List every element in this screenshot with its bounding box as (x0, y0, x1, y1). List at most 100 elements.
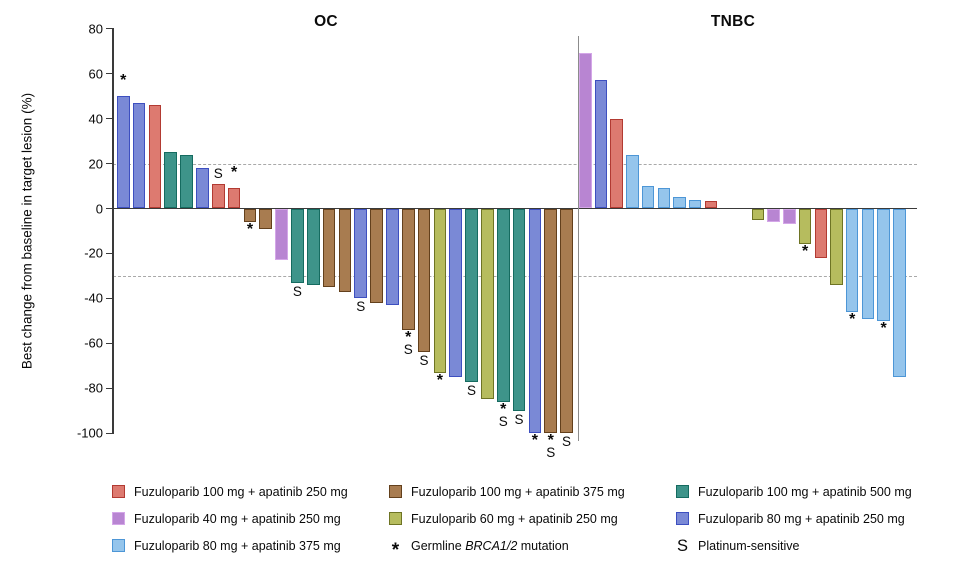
bar-oc-3 (148, 105, 162, 209)
zero-line (113, 207, 917, 210)
legend-swatch-purple (112, 512, 125, 525)
bar-oc-26 (512, 208, 526, 411)
bar-oc-29 (560, 208, 573, 434)
bar-oc-5 (180, 154, 193, 209)
bar-oc-1 (117, 96, 130, 209)
legend-label: Fuzuloparib 40 mg + apatinib 250 mg (134, 511, 341, 526)
bar-marker: * (880, 320, 886, 336)
bar-marker: S (562, 435, 571, 449)
brca-marker: * (801, 243, 809, 261)
legend-label: Platinum-sensitive (698, 538, 800, 553)
bar-oc-16 (354, 208, 368, 299)
bar-tnbc-18 (845, 208, 859, 312)
brca-marker: * (230, 164, 238, 182)
bar-oc-10 (259, 208, 273, 229)
bar-tnbc-4 (626, 154, 639, 209)
tick--80 (106, 387, 112, 389)
tick-60 (106, 72, 112, 75)
legend-item: S Platinum-sensitive (676, 532, 912, 559)
legend-column-3: Fuzuloparib 100 mg + apatinib 500 mg Fuzu… (676, 478, 912, 559)
bar-tnbc-1 (579, 53, 592, 209)
panel-title-tnbc: TNBC (710, 13, 756, 30)
platinum-marker: S (498, 413, 508, 429)
bar-tnbc-2 (594, 80, 608, 209)
brca-marker: * (547, 432, 554, 450)
y-axis-line (112, 28, 114, 434)
bar-oc-4 (164, 152, 178, 209)
bar-tnbc-19 (861, 208, 875, 319)
bar-oc-27 (528, 208, 542, 434)
bar-oc-8 (227, 188, 241, 209)
legend-item: * Germline BRCA1/2 mutation (389, 532, 625, 561)
brca-marker: * (120, 72, 127, 90)
bar-marker: * (230, 164, 238, 182)
legend-item: Fuzuloparib 80 mg + apatinib 375 mg (112, 532, 348, 559)
platinum-marker: S (403, 341, 413, 357)
bar-oc-7 (211, 183, 225, 209)
bar-tnbc-5 (641, 186, 655, 209)
tick--100 (106, 432, 112, 434)
bar-oc-19 (401, 208, 415, 330)
bar-tnbc-14 (783, 208, 796, 225)
legend-item: Fuzuloparib 100 mg + apatinib 250 mg (112, 478, 348, 505)
bar-oc-17 (370, 208, 383, 303)
legend-label: Germline BRCA1/2 mutation (411, 538, 569, 553)
legend-swatch-teal (676, 485, 689, 498)
bar-oc-2 (132, 102, 146, 209)
tick-label--20: -20 (84, 245, 103, 261)
platinum-marker: S (356, 299, 366, 315)
tick-label--80: -80 (84, 380, 103, 396)
bar-marker: S (467, 383, 476, 398)
platinum-marker: S (213, 165, 223, 181)
brca-marker: * (246, 220, 254, 238)
brca-asterisk-symbol: * (391, 539, 400, 561)
bar-oc-22 (449, 208, 463, 378)
bar-tnbc-12 (751, 208, 765, 220)
bar-marker: S (213, 165, 223, 181)
platinum-marker: S (292, 283, 302, 299)
tick-label-80: 80 (88, 21, 103, 37)
legend-swatch-brown (389, 485, 402, 498)
tick-40 (106, 117, 112, 120)
bar-oc-15 (338, 208, 352, 292)
legend-swatch-olive (389, 512, 402, 525)
bar-oc-25 (496, 208, 510, 402)
brca-marker: * (531, 432, 538, 450)
bar-marker: * (531, 432, 538, 450)
legend-swatch-red (112, 485, 125, 498)
tick-20 (106, 162, 112, 165)
bar-oc-9 (243, 208, 257, 222)
legend-label: Fuzuloparib 100 mg + apatinib 250 mg (134, 484, 348, 499)
legend-label: Fuzuloparib 80 mg + apatinib 250 mg (698, 511, 905, 526)
bar-oc-18 (386, 208, 399, 306)
bar-oc-23 (465, 208, 478, 382)
bar-oc-11 (275, 208, 288, 261)
tick-label--60: -60 (84, 335, 103, 351)
bar-tnbc-15 (798, 208, 812, 245)
bar-oc-20 (417, 208, 431, 353)
legend-label: Fuzuloparib 100 mg + apatinib 375 mg (411, 484, 625, 499)
legend-swatch-slateblue (676, 512, 689, 525)
legend: Fuzuloparib 100 mg + apatinib 250 mg Fuzu… (0, 478, 976, 568)
legend-item: Fuzuloparib 100 mg + apatinib 500 mg (676, 478, 912, 505)
bar-tnbc-3 (610, 118, 623, 209)
platinum-marker: S (419, 353, 429, 369)
tick--40 (106, 297, 112, 300)
bar-marker: * (246, 220, 254, 238)
bar-marker: * S (403, 329, 413, 357)
bar-tnbc-20 (877, 208, 890, 321)
legend-item: Fuzuloparib 100 mg + apatinib 375 mg (389, 478, 625, 505)
legend-swatch-lightblue (112, 539, 125, 552)
panel-title-oc: OC (314, 13, 338, 30)
platinum-marker: S (546, 445, 556, 461)
bar-oc-28 (544, 208, 557, 434)
bar-marker: * (849, 310, 856, 328)
bar-tnbc-13 (767, 208, 780, 222)
legend-label: Fuzuloparib 100 mg + apatinib 500 mg (698, 484, 912, 499)
legend-item: Fuzuloparib 80 mg + apatinib 250 mg (676, 505, 912, 532)
tick-label-20: 20 (88, 156, 103, 172)
bar-marker: * S (546, 432, 556, 461)
brca-marker: * (849, 310, 856, 328)
tick-0 (106, 207, 112, 210)
legend-column-1: Fuzuloparib 100 mg + apatinib 250 mg Fuzu… (112, 478, 348, 559)
